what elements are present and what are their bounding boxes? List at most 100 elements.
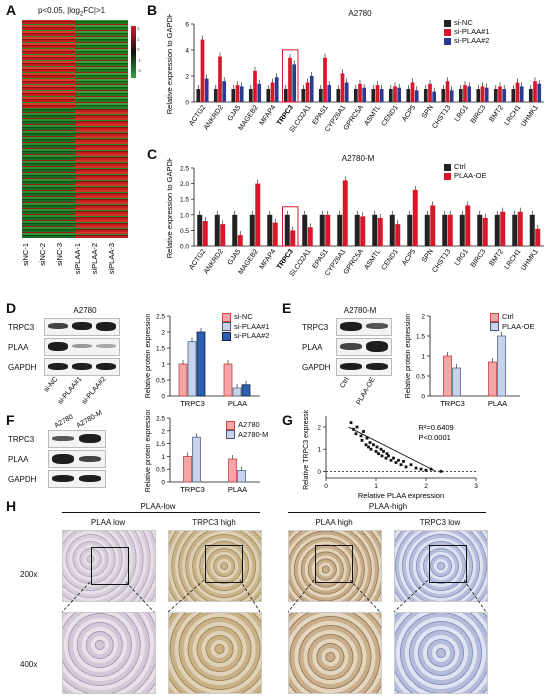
blot-e-row-labels: TRPC3 PLAA GAPDH	[302, 323, 331, 372]
bar	[432, 91, 437, 102]
data-point	[360, 438, 364, 442]
bar	[511, 89, 516, 102]
bar	[336, 89, 341, 102]
bar	[237, 470, 246, 483]
bar	[253, 70, 257, 102]
bar	[222, 81, 227, 102]
bar	[267, 214, 273, 246]
y-tick-label: 2.0	[180, 181, 189, 188]
regression-line	[348, 426, 437, 472]
y-tick-label: 1.5	[156, 346, 165, 353]
h-group-high: PLAA-high	[368, 502, 408, 511]
group-label: PLAA	[488, 399, 507, 408]
data-point	[397, 458, 400, 462]
bar	[395, 224, 401, 246]
y-tick-label: 4	[185, 48, 189, 55]
data-point	[377, 452, 380, 456]
bar	[494, 214, 500, 246]
histology-trpc3-high-400x	[168, 612, 262, 694]
data-point	[372, 443, 375, 447]
bar	[248, 89, 253, 102]
highlight-box	[282, 206, 299, 247]
data-point	[389, 458, 393, 462]
bar	[218, 56, 222, 102]
blot-f-trpc3	[48, 430, 106, 448]
bar	[319, 214, 325, 246]
group-label: TRPC3	[180, 485, 205, 494]
panel-c-cell-line: A2780-M	[341, 154, 375, 163]
y-axis-label: Relative expression to GAPDH	[165, 158, 174, 258]
r-squared: R²=0.6409	[419, 423, 454, 432]
bar	[498, 86, 502, 102]
data-point	[375, 445, 379, 449]
sample-label: siNC-1	[21, 243, 30, 266]
data-point	[439, 469, 443, 473]
bar	[406, 89, 411, 102]
bar	[458, 89, 463, 102]
panel-f-chart: 0 0.5 1 1.5 2 2.5 Relative protein expression T…	[145, 410, 260, 494]
bar	[213, 89, 218, 102]
bar	[192, 436, 201, 483]
bar	[337, 214, 343, 246]
bar	[214, 214, 220, 246]
bar	[239, 86, 244, 102]
bar	[428, 83, 432, 102]
bar	[307, 227, 313, 246]
y-axis-label: Relative protein expression	[405, 314, 412, 399]
bar	[231, 89, 236, 102]
bar	[512, 214, 518, 246]
panel-d-legend: si-NC si-PLAA#1 si-PLAA#2	[222, 312, 269, 341]
sample-label: siPLAA-1	[73, 243, 82, 274]
bar	[284, 214, 290, 246]
bar	[476, 89, 481, 102]
lane-label: Ctrl	[339, 376, 351, 389]
bar	[372, 214, 378, 246]
y-tick-label: 0.5	[416, 374, 425, 381]
bar	[305, 82, 310, 102]
data-point	[349, 421, 353, 425]
bar	[327, 85, 332, 102]
y-tick-label: 1.5	[180, 197, 189, 204]
bar	[200, 39, 205, 102]
bar	[302, 214, 308, 246]
heatmap-colorbar-labels: 2 1 0 -1 -2	[137, 26, 142, 73]
histology-plaa-low-400x	[62, 612, 156, 694]
bar	[309, 76, 314, 102]
y-tick-label: 1.5	[156, 441, 165, 448]
bar	[430, 205, 436, 246]
data-point	[387, 454, 390, 458]
heatmap-sample-labels: siNC-1 siNC-2 siNC-3 siPLAA-1 siPLAA-2 s…	[21, 243, 116, 274]
panel-label-f: F	[6, 412, 15, 428]
h-col-1: PLAA low	[90, 518, 126, 527]
bar	[445, 81, 450, 102]
histology-plaa-high-400x	[288, 612, 382, 694]
y-tick-label: 1.0	[180, 212, 189, 219]
bar	[232, 214, 238, 246]
sample-label: siPLAA-2	[90, 243, 99, 274]
bar	[537, 83, 542, 102]
panel-label-b: B	[147, 2, 158, 18]
bar	[447, 214, 453, 246]
y-tick-label: 2	[185, 74, 189, 81]
h-group-high-line	[288, 512, 486, 513]
data-point	[409, 463, 413, 467]
y-tick-label: 1.5	[416, 334, 425, 341]
bar	[340, 73, 345, 102]
panel-label-h: H	[6, 498, 17, 514]
blot-d-lane-labels: si-NC si-PLAA#1 si-PLAA#2	[43, 376, 108, 406]
h-col-2: TRPC3 high	[192, 518, 236, 527]
bar	[272, 222, 278, 246]
bar	[477, 214, 483, 246]
bar	[414, 90, 419, 102]
x-tick-label: 1	[374, 483, 378, 490]
y-axis-label: Relative protein expression	[145, 410, 152, 492]
data-point	[385, 452, 389, 456]
bar	[424, 214, 430, 246]
h-col-3: PLAA high	[315, 518, 353, 527]
bar	[423, 89, 428, 102]
bar	[323, 57, 327, 102]
histology-plaa-low-200x	[62, 530, 156, 602]
bar	[529, 214, 535, 246]
